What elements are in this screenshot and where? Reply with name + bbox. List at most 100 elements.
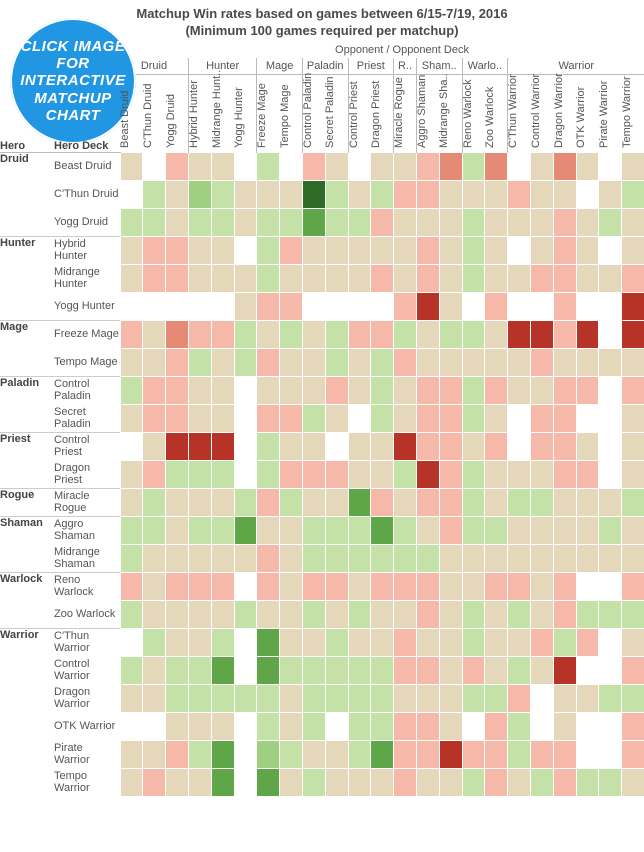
heatmap-cell	[508, 572, 531, 600]
heatmap-cell	[599, 600, 622, 628]
heatmap-cell	[394, 376, 417, 404]
heatmap-cell	[120, 572, 143, 600]
opponent-deck-header: Control Warrior	[530, 74, 553, 152]
heatmap-row: MageFreeze Mage	[0, 320, 644, 348]
heatmap-cell	[576, 712, 599, 740]
heatmap-cell	[211, 208, 234, 236]
axis-deck: Hero Deck	[54, 74, 120, 152]
heatmap-cell	[416, 740, 439, 768]
heatmap-cell	[143, 740, 166, 768]
opponent-group-header: Paladin	[302, 58, 348, 74]
heatmap-cell	[622, 628, 644, 656]
heatmap-cell	[508, 152, 531, 180]
heatmap-cell	[188, 180, 211, 208]
heatmap-cell	[143, 236, 166, 264]
heatmap-cell	[120, 152, 143, 180]
heatmap-cell	[120, 600, 143, 628]
heatmap-cell	[394, 292, 417, 320]
heatmap-cell	[325, 572, 348, 600]
opponent-deck-header: Pirate Warrior	[599, 74, 622, 152]
heatmap-cell	[120, 348, 143, 376]
heatmap-cell	[302, 628, 325, 656]
heatmap-cell	[371, 684, 394, 712]
heatmap-cell	[348, 628, 371, 656]
heatmap-cell	[485, 768, 508, 796]
heatmap-cell	[485, 376, 508, 404]
heatmap-cell	[257, 768, 280, 796]
heatmap-cell	[439, 460, 462, 488]
heatmap-cell	[394, 152, 417, 180]
heatmap-cell	[280, 460, 303, 488]
heatmap-cell	[120, 292, 143, 320]
heatmap-cell	[348, 460, 371, 488]
heatmap-cell	[439, 404, 462, 432]
heatmap-cell	[143, 460, 166, 488]
heatmap-cell	[416, 208, 439, 236]
hero-label: Hunter	[0, 236, 54, 320]
opponent-deck-header: Dragon Warrior	[553, 74, 576, 152]
heatmap-cell	[622, 460, 644, 488]
heatmap-cell	[576, 516, 599, 544]
heatmap-cell	[553, 264, 576, 292]
heatmap-cell	[234, 264, 257, 292]
heatmap-cell	[485, 404, 508, 432]
heatmap-cell	[576, 460, 599, 488]
heatmap-cell	[166, 180, 189, 208]
heatmap-cell	[371, 488, 394, 516]
hero-deck-label: Control Warrior	[54, 656, 120, 684]
heatmap-cell	[599, 516, 622, 544]
heatmap-cell	[508, 404, 531, 432]
heatmap-cell	[599, 292, 622, 320]
heatmap-cell	[120, 180, 143, 208]
heatmap-cell	[622, 712, 644, 740]
hero-deck-label: Freeze Mage	[54, 320, 120, 348]
heatmap-cell	[302, 432, 325, 460]
heatmap-cell	[485, 152, 508, 180]
hero-deck-label: Yogg Hunter	[54, 292, 120, 320]
heatmap-cell	[302, 348, 325, 376]
heatmap-cell	[485, 488, 508, 516]
heatmap-cell	[302, 152, 325, 180]
heatmap-cell	[188, 236, 211, 264]
heatmap-cell	[348, 656, 371, 684]
heatmap-cell	[462, 516, 485, 544]
heatmap-cell	[394, 432, 417, 460]
heatmap-cell	[576, 544, 599, 572]
heatmap-cell	[143, 600, 166, 628]
heatmap-row: HunterHybrid Hunter	[0, 236, 644, 264]
heatmap-cell	[302, 264, 325, 292]
heatmap-cell	[576, 264, 599, 292]
heatmap-cell	[530, 628, 553, 656]
heatmap-cell	[302, 656, 325, 684]
heatmap-cell	[576, 236, 599, 264]
heatmap-cell	[188, 768, 211, 796]
heatmap-cell	[553, 404, 576, 432]
heatmap-cell	[143, 516, 166, 544]
heatmap-cell	[553, 740, 576, 768]
heatmap-cell	[599, 208, 622, 236]
heatmap-cell	[416, 236, 439, 264]
heatmap-cell	[280, 264, 303, 292]
heatmap-cell	[530, 152, 553, 180]
heatmap-cell	[416, 488, 439, 516]
heatmap-cell	[553, 432, 576, 460]
hero-deck-label: Zoo Warlock	[54, 600, 120, 628]
heatmap-cell	[257, 320, 280, 348]
heatmap-cell	[166, 432, 189, 460]
heatmap-cell	[576, 628, 599, 656]
heatmap-row: Midrange Hunter	[0, 264, 644, 292]
heatmap-cell	[530, 236, 553, 264]
heatmap-cell	[530, 348, 553, 376]
heatmap-cell	[280, 656, 303, 684]
heatmap-cell	[166, 376, 189, 404]
heatmap-cell	[553, 656, 576, 684]
heatmap-cell	[211, 768, 234, 796]
heatmap-cell	[257, 460, 280, 488]
heatmap-cell	[599, 180, 622, 208]
heatmap-cell	[553, 376, 576, 404]
heatmap-cell	[394, 264, 417, 292]
heatmap-cell	[462, 348, 485, 376]
heatmap-cell	[143, 768, 166, 796]
heatmap-cell	[485, 712, 508, 740]
heatmap-cell	[325, 348, 348, 376]
